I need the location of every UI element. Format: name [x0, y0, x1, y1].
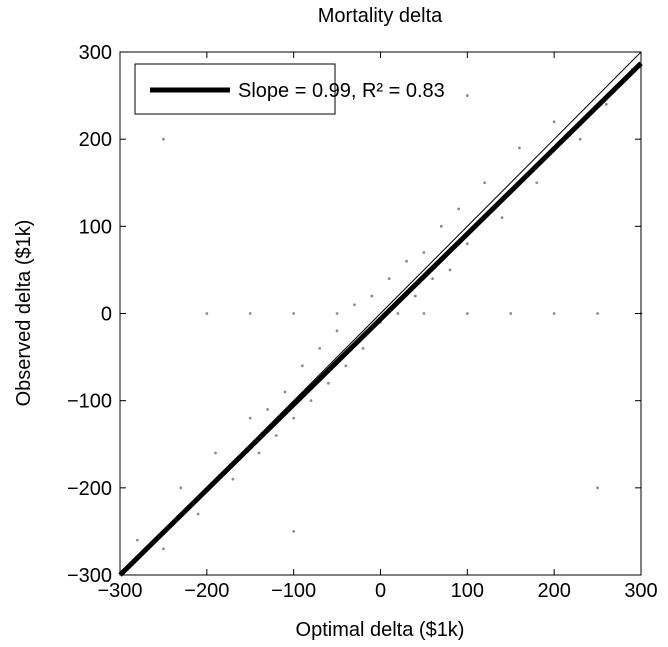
scatter-point — [135, 538, 139, 542]
x-tick-label: 100 — [451, 580, 484, 602]
y-tick-label: −100 — [67, 391, 112, 413]
y-axis-label: Observed delta ($1k) — [13, 220, 35, 407]
scatter-point — [327, 381, 330, 385]
scatter-point — [162, 137, 165, 141]
legend-label: Slope = 0.99, R² = 0.83 — [238, 80, 445, 102]
scatter-point — [431, 277, 434, 281]
y-tick-label: −200 — [67, 478, 112, 500]
scatter-point — [248, 416, 252, 420]
scatter-point — [309, 399, 313, 403]
scatter-point — [465, 312, 469, 315]
scatter-point — [318, 346, 322, 350]
scatter-point — [396, 312, 400, 315]
scatter-point — [231, 477, 235, 481]
x-tick-label: 300 — [624, 580, 657, 602]
scatter-point — [335, 312, 339, 315]
x-tick-label: −200 — [184, 580, 229, 602]
scatter-point — [439, 224, 443, 228]
scatter-point — [552, 312, 556, 315]
scatter-point — [465, 94, 469, 97]
scatter-point — [292, 416, 296, 420]
scatter-point — [578, 137, 582, 141]
y-tick-label: 100 — [79, 216, 112, 238]
y-tick-label: −300 — [67, 565, 112, 587]
scatter-point — [361, 346, 365, 350]
scatter-point — [448, 268, 452, 272]
scatter-point — [370, 294, 374, 298]
scatter-point — [596, 486, 599, 490]
y-tick-label: 0 — [101, 304, 112, 326]
scatter-point — [509, 312, 513, 315]
scatter-point — [413, 294, 417, 298]
scatter-point — [552, 120, 556, 124]
scatter-point — [518, 146, 521, 150]
scatter-point — [179, 486, 183, 490]
scatter-point — [387, 277, 391, 281]
y-tick-label: 200 — [79, 129, 112, 151]
scatter-point — [162, 547, 165, 551]
scatter-point — [300, 364, 304, 368]
scatter-point — [483, 181, 487, 185]
x-tick-label: 200 — [537, 580, 570, 602]
x-axis-label: Optimal delta ($1k) — [296, 619, 465, 641]
scatter-point — [205, 312, 209, 315]
x-tick-label: 0 — [375, 580, 386, 602]
scatter-point — [248, 312, 252, 315]
y-tick-label: 300 — [79, 42, 112, 64]
scatter-point — [422, 251, 426, 254]
scatter-point — [344, 364, 348, 368]
scatter-point — [266, 407, 270, 411]
scatter-point — [405, 259, 408, 263]
scatter-point — [274, 434, 278, 437]
x-tick-label: −100 — [271, 580, 316, 602]
scatter-point — [214, 451, 217, 455]
scatter-point — [596, 312, 599, 315]
scatter-point — [257, 451, 261, 455]
scatter-point — [292, 530, 296, 533]
scatter-point — [353, 303, 356, 307]
identity-line — [119, 51, 642, 576]
regression-line — [118, 61, 643, 577]
chart-title: Mortality delta — [318, 5, 443, 27]
scatter-point — [500, 216, 504, 220]
scatter-point — [535, 181, 539, 185]
x-tick-label: −300 — [97, 580, 142, 602]
scatter-point — [457, 207, 461, 211]
scatter-point — [465, 242, 469, 246]
scatter-point — [283, 390, 287, 394]
scatter-point — [604, 102, 608, 106]
scatter-point — [292, 312, 296, 315]
scatter-point — [422, 312, 426, 315]
scatter-point — [196, 512, 200, 516]
scatter-point — [335, 329, 339, 333]
